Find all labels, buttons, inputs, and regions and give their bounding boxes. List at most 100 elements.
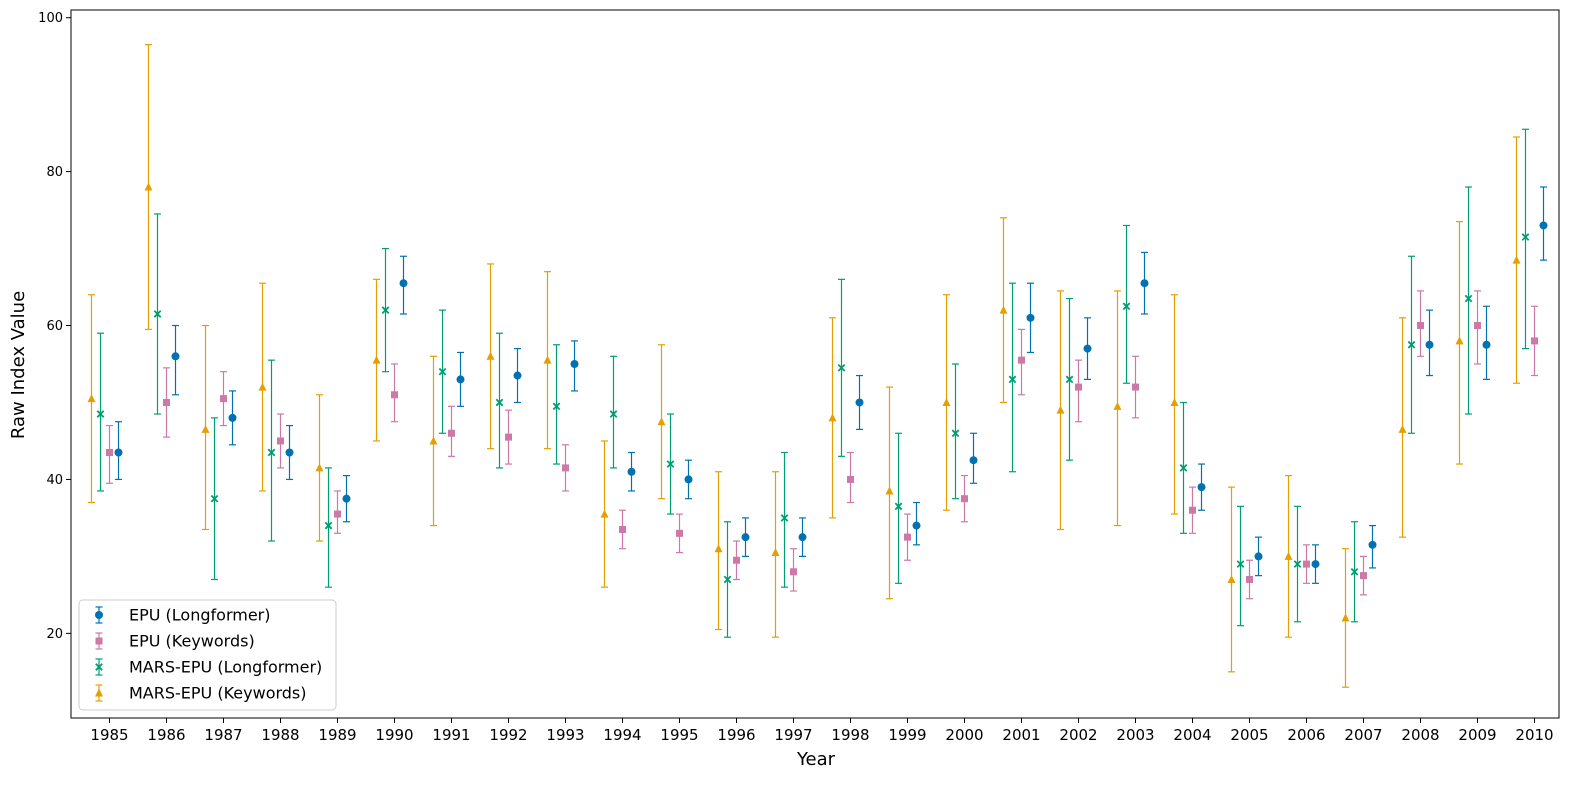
data-point-mars-epu-longformer	[267, 448, 276, 457]
x-tick-label: 1990	[375, 726, 413, 744]
data-point-epu-longformer	[228, 413, 237, 422]
data-point-epu-keywords	[391, 391, 398, 399]
legend-marker	[95, 611, 103, 619]
data-point-epu-longformer	[969, 456, 978, 465]
data-point-mars-epu-keywords	[1227, 574, 1236, 583]
data-point-mars-epu-longformer	[666, 460, 675, 468]
data-point-epu-longformer	[513, 371, 522, 380]
data-point-mars-epu-longformer	[210, 494, 219, 503]
data-point-mars-epu-longformer	[1293, 560, 1302, 568]
data-point-epu-keywords	[1360, 572, 1367, 580]
data-point-epu-keywords	[106, 449, 113, 456]
data-point-epu-keywords	[1075, 383, 1082, 391]
data-point-epu-longformer	[570, 360, 579, 368]
y-tick-label: 20	[46, 627, 63, 642]
data-point-mars-epu-keywords	[429, 436, 438, 445]
x-tick-label: 1999	[888, 726, 926, 744]
x-tick-label: 1988	[261, 726, 299, 744]
x-tick-label: 2008	[1401, 726, 1439, 744]
legend-box	[78, 599, 337, 711]
data-point-mars-epu-keywords	[201, 424, 210, 433]
data-point-epu-longformer	[798, 533, 807, 542]
data-point-mars-epu-keywords	[1398, 424, 1407, 433]
data-point-epu-keywords	[1018, 356, 1025, 364]
data-point-mars-epu-longformer	[1065, 375, 1074, 384]
data-point-mars-epu-longformer	[153, 310, 162, 318]
data-point-mars-epu-keywords	[999, 305, 1008, 314]
x-tick-label: 1998	[831, 726, 869, 744]
data-point-epu-keywords	[847, 475, 854, 483]
x-tick-label: 1985	[90, 726, 128, 744]
data-point-mars-epu-longformer	[96, 410, 105, 418]
data-point-mars-epu-keywords	[258, 382, 267, 391]
data-point-mars-epu-keywords	[942, 397, 951, 406]
data-point-epu-keywords	[1132, 383, 1139, 391]
data-point-mars-epu-longformer	[951, 429, 960, 438]
y-tick-label: 100	[38, 11, 63, 26]
y-tick-label: 60	[46, 319, 63, 334]
data-point-mars-epu-keywords	[372, 355, 381, 364]
data-point-epu-keywords	[334, 510, 341, 518]
data-point-mars-epu-keywords	[714, 544, 723, 553]
data-point-mars-epu-keywords	[771, 548, 780, 557]
data-point-epu-keywords	[1246, 575, 1253, 583]
data-point-epu-longformer	[1311, 560, 1320, 569]
data-point-epu-keywords	[619, 525, 626, 533]
data-point-epu-longformer	[1368, 540, 1377, 549]
x-tick-label: 2004	[1173, 726, 1211, 744]
x-tick-label: 1992	[489, 726, 527, 744]
data-point-epu-keywords	[1474, 322, 1481, 330]
data-point-epu-longformer	[1254, 552, 1263, 561]
data-point-mars-epu-keywords	[486, 351, 495, 360]
legend-marker	[95, 688, 103, 697]
y-tick-label: 80	[46, 165, 63, 180]
x-tick-label: 2010	[1515, 726, 1553, 744]
data-point-epu-longformer	[285, 448, 294, 457]
data-point-epu-longformer	[342, 494, 351, 503]
data-point-mars-epu-keywords	[1284, 551, 1293, 560]
x-tick-label: 2009	[1458, 726, 1496, 744]
data-point-mars-epu-longformer	[1236, 560, 1245, 568]
legend-label: MARS-EPU (Keywords)	[129, 684, 307, 703]
data-point-epu-longformer	[1539, 221, 1548, 230]
data-point-epu-keywords	[733, 556, 740, 564]
data-point-mars-epu-keywords	[657, 417, 666, 426]
legend-marker	[95, 637, 103, 645]
legend: EPU (Longformer) EPU (Keywords) MARS-EPU (…	[78, 599, 337, 711]
plot-area	[87, 44, 1548, 688]
data-point-mars-epu-keywords	[1113, 401, 1122, 410]
data-point-epu-longformer	[627, 467, 636, 476]
data-point-epu-longformer	[399, 279, 408, 288]
x-tick-label: 2000	[945, 726, 983, 744]
data-point-epu-longformer	[1026, 313, 1035, 322]
legend-label: MARS-EPU (Longformer)	[129, 658, 322, 677]
data-point-mars-epu-longformer	[1464, 294, 1473, 303]
data-point-mars-epu-longformer	[837, 364, 846, 372]
data-point-epu-longformer	[114, 448, 123, 457]
data-point-mars-epu-longformer	[1179, 464, 1188, 472]
data-point-epu-keywords	[790, 568, 797, 576]
data-point-epu-keywords	[562, 464, 569, 472]
data-point-epu-keywords	[676, 529, 683, 537]
data-point-epu-keywords	[904, 533, 911, 541]
x-tick-label: 2003	[1116, 726, 1154, 744]
data-point-mars-epu-keywords	[543, 355, 552, 364]
data-point-mars-epu-longformer	[381, 306, 390, 314]
data-point-epu-longformer	[1482, 340, 1491, 349]
data-point-epu-longformer	[1425, 340, 1434, 349]
data-point-mars-epu-keywords	[885, 486, 894, 495]
data-point-mars-epu-keywords	[87, 394, 96, 403]
data-point-mars-epu-longformer	[552, 402, 561, 411]
data-point-mars-epu-longformer	[1350, 567, 1359, 576]
data-point-epu-keywords	[163, 398, 170, 406]
legend-entry: MARS-EPU (Keywords)	[95, 684, 307, 703]
legend-entry: EPU (Longformer)	[95, 606, 270, 625]
x-tick-label: 1997	[774, 726, 812, 744]
data-point-mars-epu-keywords	[144, 182, 153, 191]
legend-entry: MARS-EPU (Longformer)	[95, 658, 322, 677]
data-point-mars-epu-longformer	[324, 521, 333, 530]
data-point-epu-keywords	[220, 395, 227, 403]
data-point-epu-keywords	[1531, 337, 1538, 345]
x-tick-label: 2006	[1287, 726, 1325, 744]
